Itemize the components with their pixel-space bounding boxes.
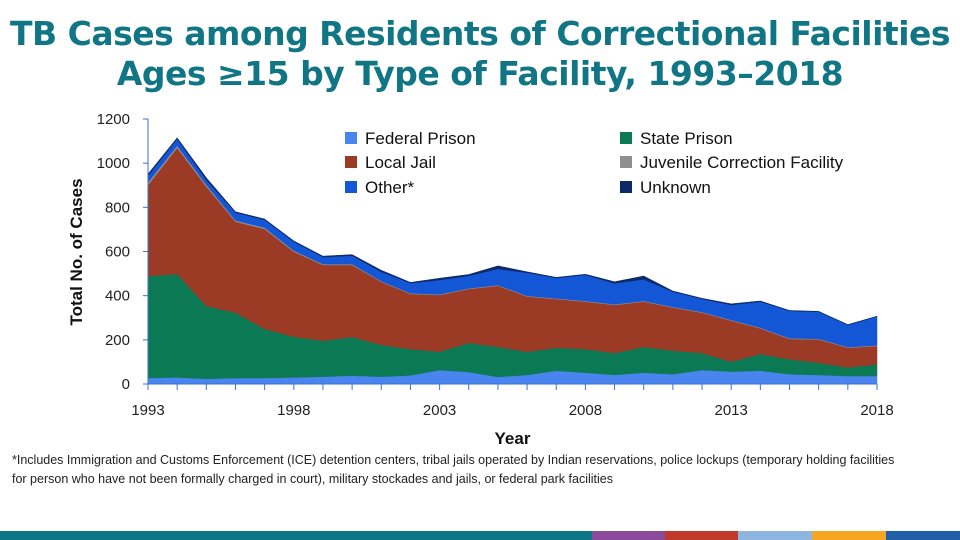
y-tick-label: 1000 <box>97 155 130 172</box>
x-tick-label: 2008 <box>569 402 602 419</box>
bottom-bar-segment <box>738 531 812 540</box>
bottom-bar-segment <box>592 531 665 540</box>
bottom-bar-segment <box>665 531 738 540</box>
y-tick-label: 400 <box>105 288 130 305</box>
legend-swatch <box>620 181 632 193</box>
bottom-bar-segment <box>812 531 886 540</box>
legend-label: Unknown <box>640 178 711 197</box>
legend-label: Other* <box>365 178 415 197</box>
legend-label: State Prison <box>640 129 733 148</box>
footnote: *Includes Immigration and Customs Enforc… <box>12 453 895 486</box>
bottom-bar-segment <box>886 531 960 540</box>
x-tick-label: 2018 <box>860 402 893 419</box>
x-axis-title: Year <box>495 429 531 448</box>
x-tick-label: 2003 <box>423 402 456 419</box>
legend-label: Juvenile Correction Facility <box>640 153 844 172</box>
legend-swatch <box>345 181 357 193</box>
y-tick-label: 600 <box>105 244 130 261</box>
chart-title: TB Cases among Residents of Correctional… <box>0 14 960 94</box>
y-tick-label: 0 <box>122 376 130 393</box>
y-axis-title: Total No. of Cases <box>67 178 86 325</box>
legend-swatch <box>620 132 632 144</box>
x-tick-label: 2013 <box>715 402 748 419</box>
legend-swatch <box>620 156 632 168</box>
x-tick-label: 1993 <box>131 402 164 419</box>
title-line-1: TB Cases among Residents of Correctional… <box>9 14 951 53</box>
legend-swatch <box>345 156 357 168</box>
legend-label: Federal Prison <box>365 129 476 148</box>
area-unknown <box>147 137 878 326</box>
legend-label: Local Jail <box>365 153 436 172</box>
x-tick-label: 1998 <box>277 402 310 419</box>
y-tick-label: 200 <box>105 332 130 349</box>
y-tick-label: 800 <box>105 199 130 216</box>
title-line-2: Ages ≥15 by Type of Facility, 1993–2018 <box>116 54 844 93</box>
bottom-bar-segment <box>0 531 592 540</box>
legend-swatch <box>345 132 357 144</box>
y-tick-label: 1200 <box>97 111 130 128</box>
